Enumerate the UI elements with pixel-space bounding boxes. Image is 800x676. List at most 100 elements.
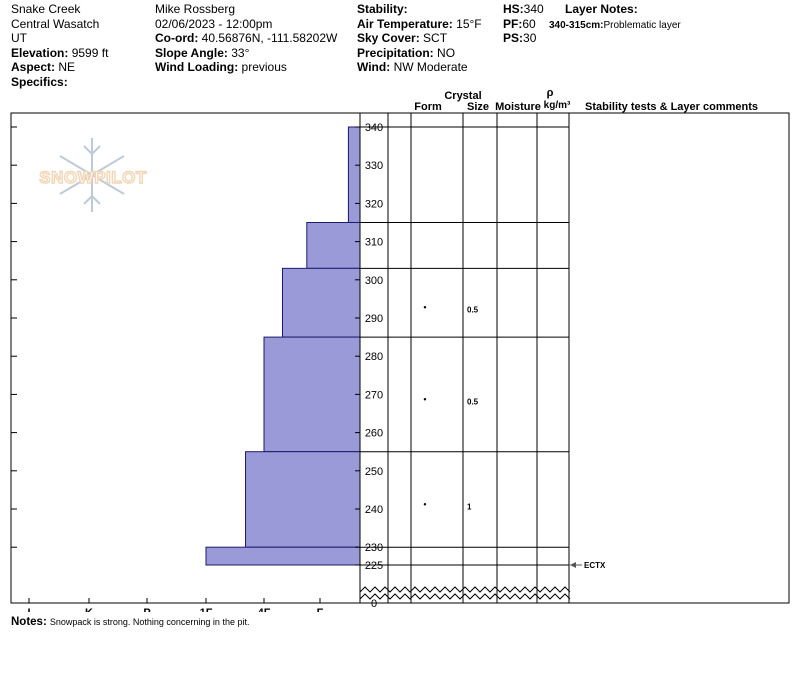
- hardness-bar-5: [205, 546, 361, 566]
- slope-value: 33°: [231, 45, 250, 60]
- sky-cover-row: Sky Cover: SCT: [357, 31, 482, 46]
- depth-tick-label-290: 290: [365, 313, 383, 325]
- header-stability-comments: Stability tests & Layer comments: [585, 101, 758, 113]
- pf-row: PF:60: [503, 17, 544, 32]
- site-range: Central Wasatch: [11, 16, 100, 31]
- air-temp-row: Air Temperature: 15°F: [357, 17, 482, 32]
- air-temp-value: 15°F: [456, 16, 482, 31]
- layer-notes-block: Layer Notes: 340-315cm:Problematic layer: [549, 2, 681, 33]
- pf-label: PF:: [503, 16, 523, 31]
- observer-name: Mike Rossberg: [155, 2, 236, 16]
- ps-value: 30: [523, 31, 537, 46]
- depth-tick-label-270: 270: [365, 389, 383, 401]
- wind-value: NW Moderate: [393, 60, 468, 75]
- stability-row: Stability:: [357, 2, 482, 17]
- crystal-form-2: •: [423, 303, 426, 313]
- hs-row: HS:340: [503, 2, 544, 17]
- pf-value: 60: [522, 16, 536, 31]
- site-state: UT: [11, 31, 27, 46]
- depth-tick-label-240: 240: [365, 504, 383, 516]
- hardness-bar-1: [306, 222, 361, 269]
- hardness-bar-2: [281, 267, 361, 338]
- hardness-tick-label-5: F: [317, 607, 324, 612]
- header-size: Size: [467, 101, 489, 113]
- header-moisture: Moisture: [495, 101, 541, 113]
- wind-row: Wind: NW Moderate: [357, 60, 482, 75]
- header-form: Form: [414, 101, 442, 113]
- crystal-size-3: 0.5: [467, 397, 479, 406]
- header-crystal: Crystal: [444, 90, 481, 102]
- axis-break-lower: [359, 593, 571, 600]
- wind-loading-label: Wind Loading:: [155, 60, 239, 75]
- elevation-value: 9599 ft: [71, 45, 109, 60]
- coord-label: Co-ord:: [155, 31, 199, 46]
- sky-cover-value: SCT: [423, 31, 448, 46]
- elevation-row: Elevation: 9599 ft: [11, 46, 108, 61]
- depth-tick-label-300: 300: [365, 275, 383, 287]
- hardness-tick-label-1: K: [85, 607, 93, 612]
- precip-label: Precipitation:: [357, 45, 434, 60]
- site-info-block: Snake Creek Central Wasatch UT Elevation…: [11, 2, 108, 90]
- coord-row: Co-ord: 40.56876N, -111.58202W: [155, 31, 337, 46]
- wind-loading-value: previous: [241, 60, 287, 75]
- depth-tick-label-310: 310: [365, 237, 383, 249]
- depth-tick-label-0: 0: [371, 598, 377, 610]
- observation-block: Mike Rossberg 02/06/2023 - 12:00pm Co-or…: [155, 2, 337, 75]
- precip-row: Precipitation: NO: [357, 46, 482, 61]
- depth-tick-label-320: 320: [365, 198, 383, 210]
- hardness-bar-0: [347, 126, 361, 223]
- layer-table: • 0.5 • 0.5 • 1 ECTX: [359, 112, 790, 604]
- crystal-form-3: •: [423, 394, 426, 404]
- axis-break-upper: [359, 586, 571, 593]
- hardness-tick-label-2: P: [143, 607, 150, 612]
- depths-block: HS:340 PF:60 PS:30: [503, 2, 544, 46]
- aspect-value: NE: [58, 60, 76, 75]
- layer-note-range: 340-315cm:: [549, 19, 604, 31]
- crystal-size-2: 0.5: [467, 306, 479, 315]
- hardness-bar-4: [245, 451, 361, 548]
- hardness-tick-label-3: 1F: [200, 607, 213, 612]
- hs-value: 340: [523, 2, 544, 16]
- depth-tick-label-250: 250: [365, 466, 383, 478]
- aspect-label: Aspect:: [11, 60, 56, 75]
- wind-label: Wind:: [357, 60, 391, 75]
- hardness-bar-3: [263, 336, 361, 453]
- elevation-label: Elevation:: [11, 45, 69, 60]
- slope-row: Slope Angle: 33°: [155, 46, 337, 61]
- aspect-row: Aspect: NE: [11, 60, 108, 75]
- layer-note-row: 340-315cm:Problematic layer: [549, 17, 681, 34]
- test-arrowhead-0: [570, 562, 576, 568]
- observation-datetime: 02/06/2023 - 12:00pm: [155, 16, 273, 31]
- hardness-tick-label-4: 4F: [258, 607, 271, 612]
- conditions-block: Stability: Air Temperature: 15°F Sky Cov…: [357, 2, 482, 75]
- specifics-row: Specifics:: [11, 75, 108, 90]
- notes-row: Notes: Snowpack is strong. Nothing conce…: [11, 616, 249, 628]
- test-label-0: ECTX: [584, 561, 606, 570]
- air-temp-label: Air Temperature:: [357, 16, 453, 31]
- hardness-bars: [205, 126, 361, 566]
- hardness-axis: I K P 1F 4F F: [11, 126, 324, 612]
- snow-profile-chart: SNOWPILOT I K P 1F 4F F 340 330 320 310 300 290 280…: [10, 87, 790, 612]
- depth-tick-label-230: 230: [365, 542, 383, 554]
- sky-cover-label: Sky Cover:: [357, 31, 420, 46]
- ps-label: PS:: [503, 31, 524, 46]
- snowflake-icon: [59, 138, 125, 212]
- header-rho: ρ: [547, 87, 554, 99]
- depth-tick-label-330: 330: [365, 160, 383, 172]
- header-density-unit: kg/m³: [544, 100, 571, 111]
- stability-label: Stability:: [357, 2, 408, 16]
- crystal-size-4: 1: [467, 502, 472, 511]
- site-name: Snake Creek: [11, 2, 81, 16]
- snowpilot-watermark: SNOWPILOT: [39, 138, 147, 212]
- watermark-text: SNOWPILOT: [39, 168, 147, 187]
- hardness-tick-label-0: I: [27, 607, 30, 612]
- notes-text: Snowpack is strong. Nothing concerning i…: [49, 617, 250, 627]
- specifics-label: Specifics:: [11, 74, 68, 89]
- layer-table-frame: [359, 112, 790, 604]
- layer-note-text: Problematic layer: [603, 19, 681, 31]
- precip-value: NO: [437, 45, 456, 60]
- hs-label: HS:: [503, 2, 524, 16]
- depth-tick-label-280: 280: [365, 351, 383, 363]
- layer-notes-title: Layer Notes:: [565, 2, 638, 16]
- depth-tick-label-225: 225: [365, 560, 383, 572]
